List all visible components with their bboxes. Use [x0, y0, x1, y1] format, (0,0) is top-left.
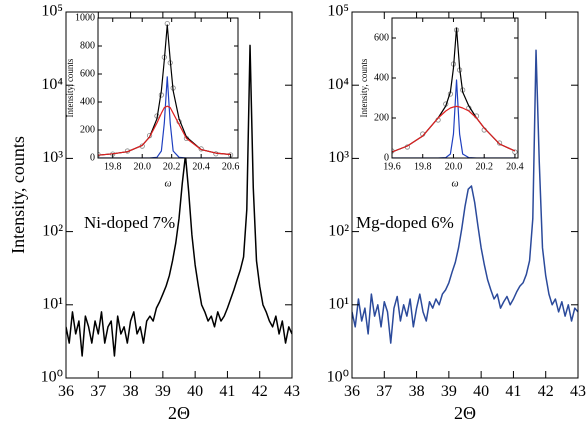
x-tick-label: 36 — [344, 383, 360, 400]
x-tick-label: 19.8 — [104, 161, 122, 172]
y-tick-label: 10¹ — [42, 295, 63, 312]
x-tick-label: 36 — [58, 383, 74, 400]
data-line — [392, 79, 515, 158]
x-tick-label: 37 — [90, 383, 106, 400]
x-tick-label: 19.8 — [414, 161, 432, 172]
x-tick-label: 20.4 — [192, 161, 210, 172]
y-tick-label: 200 — [374, 112, 389, 123]
panel: 19.8 20.0 20.2 20.4 20.6 0 200 400 600 800 1000 ω In… — [65, 12, 239, 189]
data-line — [392, 105, 516, 153]
data-line — [98, 76, 231, 158]
data-line — [352, 49, 578, 344]
x-tick-label: 20.4 — [506, 161, 524, 172]
x-tick-label: 40 — [473, 383, 489, 400]
plot-area — [392, 27, 518, 158]
y-tick-label: 800 — [80, 40, 95, 51]
data-point — [198, 146, 204, 152]
x-tick-label: 38 — [409, 383, 425, 400]
x-tick-label: 41 — [505, 383, 521, 400]
plot-area — [352, 49, 578, 344]
annotation: Ni-doped 7% — [84, 213, 175, 232]
y-tick-label: 600 — [374, 32, 389, 43]
x-tick-label: 20.2 — [163, 161, 181, 172]
x-tick-label: 37 — [376, 383, 392, 400]
x-tick-label: 43 — [570, 383, 586, 400]
y-tick-label: 0 — [90, 152, 95, 163]
x-tick-label: 19.6 — [383, 161, 401, 172]
x-axis-label: ω — [164, 178, 171, 189]
x-tick-label: 42 — [538, 383, 554, 400]
x-tick-label: 41 — [219, 383, 235, 400]
inset-background — [392, 18, 518, 158]
x-tick-label: 20.2 — [475, 161, 493, 172]
x-axis-label: 2Θ — [168, 403, 190, 423]
x-tick-label: 38 — [123, 383, 139, 400]
x-tick-label: 20.0 — [445, 161, 463, 172]
y-tick-label: 10¹ — [328, 295, 349, 312]
y-tick-label: 10⁰ — [41, 369, 63, 386]
axes-frame — [351, 11, 579, 379]
y-axis-label: Intensity, counts — [8, 136, 28, 254]
annotation: Mg-doped 6% — [356, 213, 454, 232]
axes-frame — [97, 17, 239, 159]
y-tick-label: 10⁵ — [327, 3, 349, 20]
x-axis-label: 2Θ — [454, 403, 476, 423]
x-tick-label: 40 — [187, 383, 203, 400]
y-tick-label: 200 — [80, 124, 95, 135]
data-point — [496, 140, 503, 146]
data-line — [66, 44, 292, 357]
y-tick-label: 10⁴ — [327, 76, 349, 93]
x-axis-label: ω — [451, 178, 458, 189]
axes-frame — [391, 17, 519, 159]
y-tick-label: 10⁵ — [41, 3, 63, 20]
y-tick-label: 1000 — [75, 12, 95, 23]
y-tick-label: 0 — [384, 152, 389, 163]
y-tick-label: 600 — [80, 68, 95, 79]
y-axis-label: Intensity, counts — [65, 58, 75, 117]
x-tick-label: 20.0 — [133, 161, 151, 172]
y-tick-label: 400 — [374, 72, 389, 83]
axes-frame — [65, 11, 293, 379]
y-tick-label: 10² — [42, 222, 63, 239]
y-tick-label: 10³ — [42, 149, 63, 166]
panel: 19.6 19.8 20.0 20.2 20.4 0 200 400 600 ω Intensity… — [359, 17, 524, 189]
panel: 36 37 38 39 40 41 42 43 10⁰ 10¹ 10² 10³ 10⁴ 10⁵ 2Θ Inte… — [8, 3, 300, 423]
x-tick-label: 43 — [284, 383, 300, 400]
x-tick-label: 39 — [441, 383, 457, 400]
y-tick-label: 10³ — [328, 149, 349, 166]
x-tick-label: 42 — [252, 383, 268, 400]
y-tick-label: 10² — [328, 222, 349, 239]
x-tick-label: 20.6 — [222, 161, 240, 172]
plot-area — [66, 44, 292, 357]
y-tick-label: 10⁰ — [327, 369, 349, 386]
panel: 36 37 38 39 40 41 42 43 10⁰ 10¹ 10² 10³ 10⁴ 10⁵ 2Θ Mg-d… — [327, 3, 586, 423]
y-axis-label: Intensity, counts — [359, 58, 369, 117]
y-tick-label: 400 — [80, 96, 95, 107]
y-tick-label: 10⁴ — [41, 76, 63, 93]
data-line — [98, 105, 231, 156]
x-tick-label: 39 — [155, 383, 171, 400]
